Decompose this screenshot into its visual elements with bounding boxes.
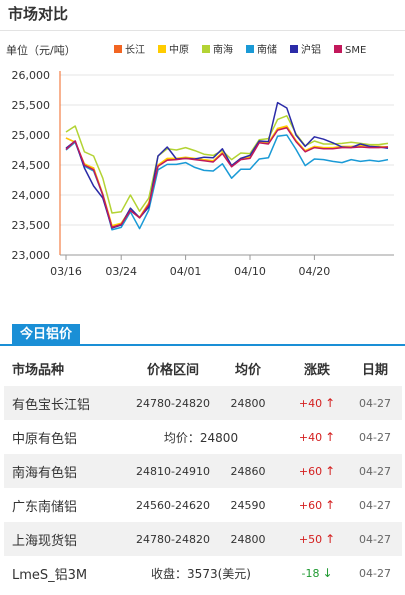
arrow-up-icon: ↑	[325, 464, 336, 478]
row-market-name[interactable]: LmeS_铝3M	[12, 567, 88, 583]
y-axis-ticks: 23,000 23,500 24,000 24,500 25,000 25,500 26,0…	[12, 69, 51, 262]
series-line-3	[65, 134, 389, 231]
y-tick-label: 23,000	[12, 249, 51, 262]
row-date: 04-27	[359, 566, 391, 580]
table-row: 广东南储铝 24560-24620 24590 +60 ↑ 04-27	[4, 488, 402, 522]
header-range: 价格区间	[146, 362, 199, 378]
series-line-5	[65, 127, 389, 229]
price-comparison-chart: 单位（元/吨） 长江 中原 南海 南储 沪铝 SME 23,000 23,500 24,000…	[6, 43, 394, 278]
row-price-range: 24560-24620	[136, 498, 210, 512]
legend-label-3[interactable]: 南储	[257, 43, 277, 56]
header-market: 市场品种	[12, 362, 65, 378]
y-tick-label: 26,000	[12, 69, 51, 82]
row-market-name[interactable]: 有色宝长江铝	[12, 397, 91, 413]
row-change: -18 ↓	[290, 556, 344, 590]
row-merged-value: 收盘：3573(美元)	[151, 566, 251, 581]
x-tick-label: 04/10	[234, 265, 266, 278]
legend-swatch-5	[334, 45, 342, 53]
row-change-value: +50	[298, 532, 323, 546]
row-change: +60 ↑	[290, 488, 344, 522]
tab-bar: 今日铝价	[0, 324, 405, 346]
chart-series	[65, 101, 389, 231]
x-tick-label: 04/01	[170, 265, 202, 278]
header-change: 涨跌	[303, 362, 330, 378]
header-avg: 均价	[234, 362, 261, 378]
row-market-name[interactable]: 上海现货铝	[12, 533, 78, 549]
tab-today-aluminum-price[interactable]: 今日铝价	[12, 324, 80, 346]
row-avg-price: 24800	[230, 396, 266, 410]
row-price-range: 24780-24820	[136, 396, 210, 410]
series-line-1	[65, 125, 389, 227]
row-date: 04-27	[359, 532, 391, 546]
row-date: 04-27	[359, 396, 391, 410]
arrow-up-icon: ↑	[325, 430, 336, 444]
row-market-name[interactable]: 中原有色铝	[12, 431, 78, 447]
legend-label-5[interactable]: SME	[345, 45, 366, 56]
row-date: 04-27	[359, 464, 391, 478]
legend-swatch-4	[290, 45, 298, 53]
row-market-name[interactable]: 南海有色铝	[12, 465, 78, 481]
row-avg-price: 24800	[230, 532, 266, 546]
row-date: 04-27	[359, 498, 391, 512]
row-change-value: -18	[301, 566, 320, 580]
row-change: +40 ↑	[290, 386, 344, 420]
legend-label-2[interactable]: 南海	[213, 43, 233, 56]
legend-swatch-3	[246, 45, 254, 53]
x-tick-label: 03/16	[50, 265, 82, 278]
chart-legend: 长江 中原 南海 南储 沪铝 SME	[114, 43, 366, 56]
row-date: 04-27	[359, 430, 391, 444]
series-line-0	[65, 125, 388, 227]
row-change: +40 ↑	[290, 420, 344, 454]
legend-label-4[interactable]: 沪铝	[301, 43, 321, 56]
x-tick-label: 04/20	[299, 265, 331, 278]
page-title: 市场对比	[8, 5, 69, 23]
price-table: 市场品种 价格区间 均价 涨跌 日期 有色宝长江铝 24780-24820 2480…	[4, 350, 402, 590]
arrow-up-icon: ↑	[325, 532, 336, 546]
row-change-value: +40	[298, 430, 323, 444]
row-change-value: +60	[298, 464, 323, 478]
legend-swatch-2	[202, 45, 210, 53]
series-line-2	[65, 115, 389, 214]
y-tick-label: 24,500	[12, 159, 51, 172]
table-row: LmeS_铝3M 收盘：3573(美元) -18 ↓ 04-27	[4, 556, 402, 590]
x-tick-label: 03/24	[105, 265, 137, 278]
x-axis-ticks: 03/16 03/24 04/01 04/10 04/20	[50, 255, 330, 278]
row-change: +50 ↑	[290, 522, 344, 556]
y-tick-label: 24,000	[12, 189, 51, 202]
y-tick-label: 25,500	[12, 99, 51, 112]
y-tick-label: 25,000	[12, 129, 51, 142]
row-avg-price: 24860	[230, 464, 266, 478]
title-divider	[0, 30, 405, 31]
y-axis-label: 单位（元/吨）	[6, 43, 76, 57]
row-change-value: +40	[298, 396, 323, 410]
table-header-row: 市场品种 价格区间 均价 涨跌 日期	[4, 350, 402, 386]
row-avg-price: 24590	[230, 498, 266, 512]
table-row: 有色宝长江铝 24780-24820 24800 +40 ↑ 04-27	[4, 386, 402, 420]
arrow-up-icon: ↑	[325, 396, 336, 410]
table-row: 南海有色铝 24810-24910 24860 +60 ↑ 04-27	[4, 454, 402, 488]
header-date: 日期	[361, 362, 388, 378]
table-row: 上海现货铝 24780-24820 24800 +50 ↑ 04-27	[4, 522, 402, 556]
row-price-range: 24780-24820	[136, 532, 210, 546]
y-tick-label: 23,500	[12, 219, 51, 232]
legend-label-0[interactable]: 长江	[125, 44, 145, 56]
legend-swatch-0	[114, 45, 122, 53]
legend-swatch-1	[158, 45, 166, 53]
row-merged-value: 均价：24800	[163, 430, 239, 445]
table-body: 有色宝长江铝 24780-24820 24800 +40 ↑ 04-27 中原有色铝 均价：2…	[4, 386, 402, 590]
chart-grid	[59, 71, 394, 256]
row-price-range: 24810-24910	[136, 464, 210, 478]
row-market-name[interactable]: 广东南储铝	[12, 499, 78, 515]
row-change: +60 ↑	[290, 454, 344, 488]
arrow-down-icon: ↓	[322, 566, 333, 580]
arrow-up-icon: ↑	[325, 498, 336, 512]
row-change-value: +60	[298, 498, 323, 512]
table-row: 中原有色铝 均价：24800 +40 ↑ 04-27	[4, 420, 402, 454]
legend-label-1[interactable]: 中原	[169, 43, 189, 56]
